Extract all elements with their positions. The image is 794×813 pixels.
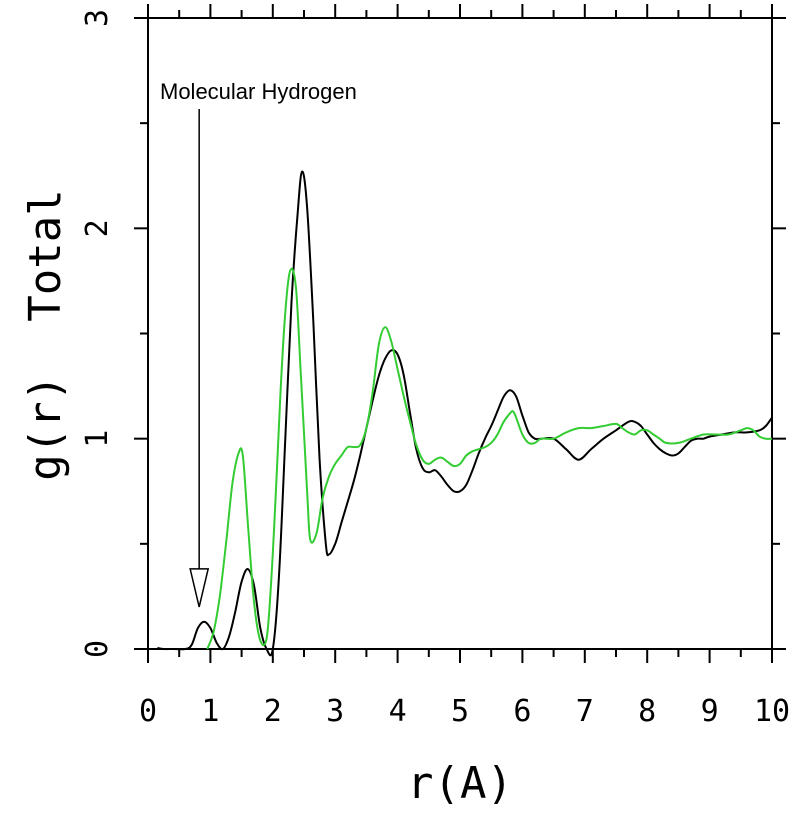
y-tick-label: 3 xyxy=(80,9,115,27)
y-tick-label: 0 xyxy=(80,640,115,658)
annotation-arrow-head xyxy=(189,568,210,608)
series-line-black xyxy=(157,170,773,657)
axis-ticks xyxy=(134,4,786,663)
x-tick-label: 1 xyxy=(201,694,219,729)
x-tick-label: 2 xyxy=(264,694,282,729)
x-tick-label: 8 xyxy=(638,694,656,729)
x-tick-label: 6 xyxy=(513,694,531,729)
series-lines xyxy=(157,170,773,657)
plot-frame xyxy=(147,17,773,650)
x-tick-label: 7 xyxy=(576,694,594,729)
y-tick-label: 2 xyxy=(80,219,115,237)
x-tick-labels: 0 1 2 3 4 5 6 7 8 9 10 xyxy=(139,694,790,729)
x-tick-label: 5 xyxy=(451,694,469,729)
x-tick-label: 9 xyxy=(701,694,719,729)
molecular-hydrogen-annotation: Molecular Hydrogen xyxy=(160,79,357,608)
x-tick-label: 10 xyxy=(754,694,790,729)
y-axis-title: g(r) Total xyxy=(20,189,71,480)
x-tick-label: 4 xyxy=(389,694,407,729)
x-tick-label: 0 xyxy=(139,694,157,729)
annotation-label: Molecular Hydrogen xyxy=(160,79,357,104)
series-line-green xyxy=(206,267,773,650)
x-tick-label: 3 xyxy=(326,694,344,729)
y-tick-label: 1 xyxy=(80,430,115,448)
y-tick-labels: 0 1 2 3 xyxy=(80,9,115,658)
x-axis-title: r(A) xyxy=(407,758,513,809)
